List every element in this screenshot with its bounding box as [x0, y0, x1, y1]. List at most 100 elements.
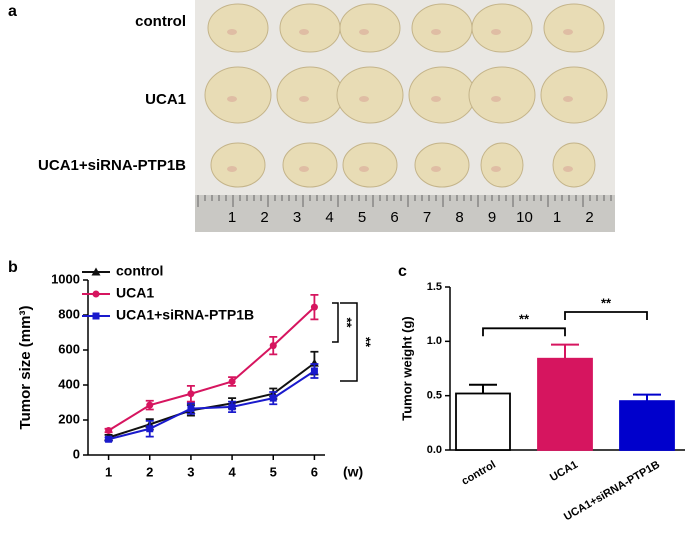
x-tick-label: 1 [105, 464, 112, 479]
tumor [411, 3, 473, 53]
point [187, 405, 195, 413]
ruler-label: 3 [293, 209, 301, 226]
bar [455, 392, 511, 451]
ruler-label: 9 [488, 209, 496, 226]
legend-label: UCA1 [116, 285, 154, 301]
point [310, 303, 318, 311]
tumor [204, 66, 272, 124]
tumor [408, 66, 476, 124]
ruler-label: 2 [585, 209, 593, 226]
tumor-spot [563, 166, 573, 172]
legend-label: UCA1+siRNA-PTP1B [116, 307, 254, 323]
tumor [543, 3, 605, 53]
row-label: UCA1+siRNA-PTP1B [38, 157, 186, 174]
tumor [336, 66, 404, 124]
x-tick-label: UCA1 [548, 459, 580, 484]
bar [537, 357, 593, 451]
significance-bracket [332, 302, 339, 343]
x-tick-label: 4 [228, 464, 236, 479]
point [228, 403, 236, 411]
tumor-spot [299, 96, 309, 102]
annotation: ** [519, 312, 530, 327]
tumor-spot [227, 166, 237, 172]
tumor [471, 3, 533, 53]
ruler-label: 1 [553, 209, 561, 226]
y-tick-label: 800 [58, 306, 80, 321]
tumor [279, 3, 341, 53]
y-tick-label: 1000 [51, 271, 80, 286]
error-bar [633, 393, 661, 402]
ruler-label: 4 [325, 209, 333, 226]
y-tick-label: 0.0 [427, 444, 442, 456]
y-tick-label: 0 [73, 446, 80, 461]
row-label: control [135, 13, 186, 30]
bar [619, 400, 675, 451]
tumor-spot [299, 166, 309, 172]
tumor [282, 142, 338, 188]
tumor [552, 142, 596, 188]
tumor-spot [491, 96, 501, 102]
series-line [108, 306, 316, 432]
tumor-spot [359, 166, 369, 172]
point [310, 367, 318, 375]
tumor [210, 142, 266, 188]
legend-marker [92, 312, 100, 320]
ruler-label: 1 [228, 209, 236, 226]
significance-bracket [340, 302, 358, 382]
tumor [339, 3, 401, 53]
y-tick-label: 200 [58, 411, 80, 426]
x-tick-label: 6 [311, 464, 318, 479]
tumor-spot [491, 29, 501, 35]
x-tick-label: 3 [187, 464, 194, 479]
ruler [195, 195, 615, 232]
ruler-label: 7 [423, 209, 431, 226]
legend-marker [91, 267, 101, 276]
legend-label: control [116, 263, 163, 279]
y-tick-label: 1.5 [427, 281, 442, 293]
error-bar [469, 383, 497, 394]
legend-marker [92, 290, 100, 298]
tumor [207, 3, 269, 53]
tumor-spot [299, 29, 309, 35]
ruler-label: 8 [455, 209, 463, 226]
error-bar [551, 343, 579, 359]
ruler-label: 2 [260, 209, 268, 226]
x-tick-label: 5 [270, 464, 277, 479]
tumor [468, 66, 536, 124]
annotation: ** [601, 295, 612, 310]
series-line [108, 362, 316, 439]
x-axis-label: (w) [343, 464, 363, 480]
point [105, 427, 113, 434]
tumor-spot [491, 166, 501, 172]
y-tick-label: 600 [58, 341, 80, 356]
ruler-label: 5 [358, 209, 366, 226]
tumor [276, 66, 344, 124]
tumor-spot [227, 96, 237, 102]
panel-label: c [398, 263, 407, 280]
tumor-spot [431, 166, 441, 172]
row-label: UCA1 [145, 91, 186, 108]
tumor [342, 142, 398, 188]
tumor [414, 142, 470, 188]
significance-bracket [482, 327, 566, 337]
ruler-label: 6 [390, 209, 398, 226]
y-tick-label: 1.0 [427, 335, 442, 347]
point [146, 425, 154, 433]
tumor [540, 66, 608, 124]
y-axis-label: Tumor size (mm³) [17, 306, 34, 430]
y-tick-label: 0.5 [427, 390, 442, 402]
point [187, 390, 195, 398]
tumor-spot [431, 96, 441, 102]
tumor-spot [359, 96, 369, 102]
y-tick-label: 400 [58, 376, 80, 391]
x-tick-label: 2 [146, 464, 153, 479]
point [105, 435, 113, 443]
tumor-spot [563, 96, 573, 102]
y-axis-label: Tumor weight (g) [399, 316, 414, 420]
series-line [108, 370, 315, 441]
point [269, 394, 277, 402]
annotation: ** [359, 337, 374, 348]
x-tick-label: control [460, 459, 498, 488]
tumor-spot [563, 29, 573, 35]
tumor-spot [227, 29, 237, 35]
